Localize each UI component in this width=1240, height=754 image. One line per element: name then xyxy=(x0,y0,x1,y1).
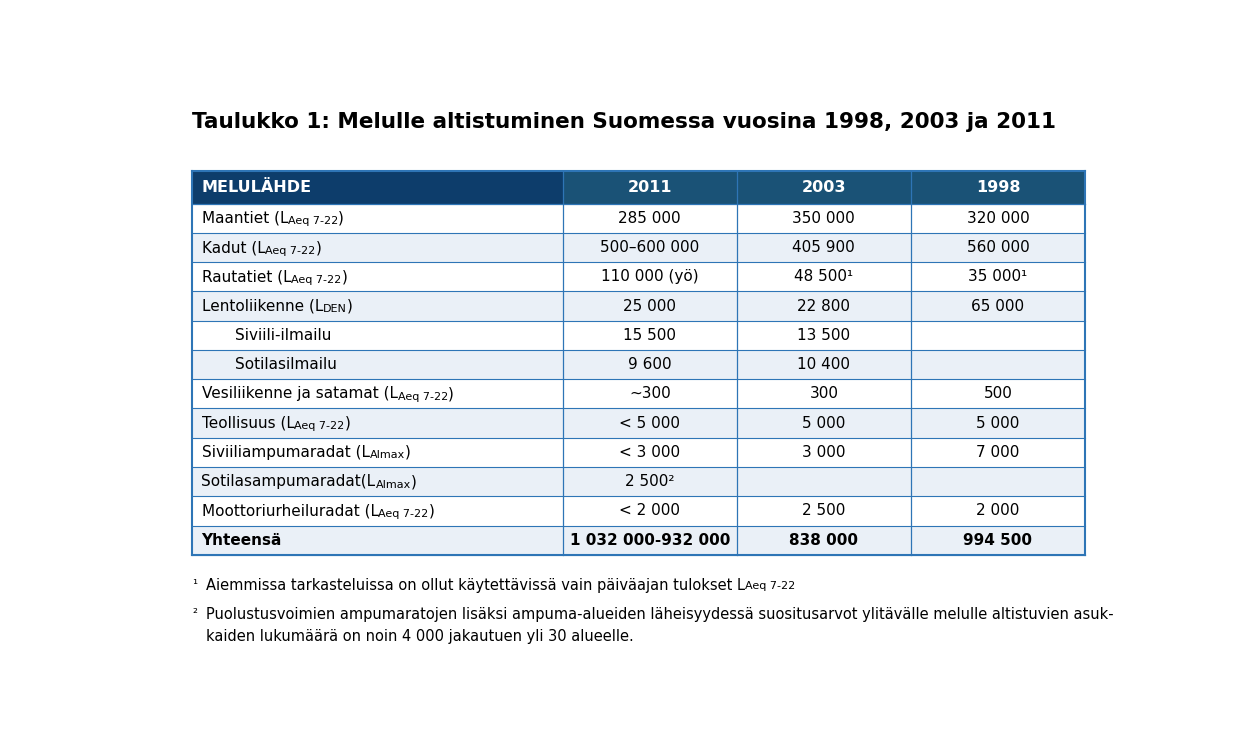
Text: Kadut (L: Kadut (L xyxy=(201,240,265,255)
Text: 2 500²: 2 500² xyxy=(625,474,675,489)
Text: Aeq 7-22: Aeq 7-22 xyxy=(291,275,341,285)
Text: 994 500: 994 500 xyxy=(963,532,1033,547)
Text: AImax: AImax xyxy=(376,480,410,489)
Bar xyxy=(737,171,911,204)
Text: ²: ² xyxy=(192,607,197,620)
Text: Aiemmissa tarkasteluissa on ollut käytettävissä vain päiväajan tulokset L: Aiemmissa tarkasteluissa on ollut käytet… xyxy=(206,578,745,593)
Text: 3 000: 3 000 xyxy=(802,445,846,460)
Text: Sotilasampumaradat(L: Sotilasampumaradat(L xyxy=(201,474,376,489)
Bar xyxy=(192,379,1085,409)
Text: ): ) xyxy=(410,474,417,489)
Text: 1 032 000-932 000: 1 032 000-932 000 xyxy=(569,532,730,547)
Text: 9 600: 9 600 xyxy=(627,357,672,372)
Bar xyxy=(192,409,1085,438)
Text: Rautatiet (L: Rautatiet (L xyxy=(201,269,291,284)
Bar xyxy=(192,350,1085,379)
Text: kaiden lukumäärä on noin 4 000 jakautuen yli 30 alueelle.: kaiden lukumäärä on noin 4 000 jakautuen… xyxy=(206,629,634,644)
Text: ¹: ¹ xyxy=(192,578,197,591)
Bar xyxy=(192,171,563,204)
Text: ): ) xyxy=(404,445,410,460)
Text: 320 000: 320 000 xyxy=(966,211,1029,225)
Text: Maantiet (L: Maantiet (L xyxy=(201,211,288,225)
Text: ): ) xyxy=(315,240,321,255)
Text: 22 800: 22 800 xyxy=(797,299,851,314)
Text: 285 000: 285 000 xyxy=(619,211,681,225)
Text: Aeq 7-22: Aeq 7-22 xyxy=(378,509,429,519)
Text: Siviili-ilmailu: Siviili-ilmailu xyxy=(234,328,331,343)
Text: 48 500¹: 48 500¹ xyxy=(795,269,853,284)
Text: 2003: 2003 xyxy=(801,180,846,195)
Text: Sotilasilmailu: Sotilasilmailu xyxy=(234,357,337,372)
Text: Puolustusvoimien ampumaratojen lisäksi ampuma-alueiden läheisyydessä suositusarv: Puolustusvoimien ampumaratojen lisäksi a… xyxy=(206,607,1114,622)
Bar xyxy=(192,292,1085,320)
Bar xyxy=(192,438,1085,467)
Text: ): ) xyxy=(341,269,347,284)
Text: < 3 000: < 3 000 xyxy=(619,445,681,460)
Text: 5 000: 5 000 xyxy=(802,415,846,431)
Text: Yhteensä: Yhteensä xyxy=(201,532,281,547)
Text: 500: 500 xyxy=(983,386,1012,401)
Text: Aeq 7-22: Aeq 7-22 xyxy=(398,392,448,402)
Bar xyxy=(192,320,1085,350)
Text: ): ) xyxy=(448,386,454,401)
Text: 35 000¹: 35 000¹ xyxy=(968,269,1028,284)
Text: 7 000: 7 000 xyxy=(976,445,1019,460)
Bar xyxy=(192,204,1085,233)
Bar xyxy=(192,526,1085,555)
Text: 1998: 1998 xyxy=(976,180,1021,195)
Text: Teollisuus (L: Teollisuus (L xyxy=(201,415,294,431)
Bar xyxy=(192,262,1085,292)
Text: 65 000: 65 000 xyxy=(971,299,1024,314)
Text: Aeq 7-22: Aeq 7-22 xyxy=(265,246,315,256)
Text: 2 500: 2 500 xyxy=(802,504,846,519)
Text: 25 000: 25 000 xyxy=(624,299,676,314)
Text: 838 000: 838 000 xyxy=(790,532,858,547)
Bar xyxy=(192,467,1085,496)
Text: DEN: DEN xyxy=(322,304,347,314)
Text: AImax: AImax xyxy=(370,450,404,461)
Text: ): ) xyxy=(345,415,351,431)
Text: < 5 000: < 5 000 xyxy=(619,415,681,431)
Text: 350 000: 350 000 xyxy=(792,211,856,225)
Bar xyxy=(563,171,737,204)
Text: 500–600 000: 500–600 000 xyxy=(600,240,699,255)
Text: 13 500: 13 500 xyxy=(797,328,851,343)
Text: ~300: ~300 xyxy=(629,386,671,401)
Text: Aeq 7-22: Aeq 7-22 xyxy=(288,216,339,226)
Text: < 2 000: < 2 000 xyxy=(619,504,681,519)
Text: 110 000 (yö): 110 000 (yö) xyxy=(601,269,698,284)
Text: ): ) xyxy=(347,299,352,314)
Text: 2011: 2011 xyxy=(627,180,672,195)
Text: 5 000: 5 000 xyxy=(976,415,1019,431)
Text: MELULÄHDE: MELULÄHDE xyxy=(201,180,311,195)
Text: 560 000: 560 000 xyxy=(966,240,1029,255)
Text: 10 400: 10 400 xyxy=(797,357,851,372)
Text: Vesiliikenne ja satamat (L: Vesiliikenne ja satamat (L xyxy=(201,386,398,401)
Text: Moottoriurheiluradat (L: Moottoriurheiluradat (L xyxy=(201,504,378,519)
Text: ): ) xyxy=(339,211,345,225)
Text: Lentoliikenne (L: Lentoliikenne (L xyxy=(201,299,322,314)
Text: Siviiliampumaradat (L: Siviiliampumaradat (L xyxy=(201,445,370,460)
Bar xyxy=(192,233,1085,262)
Text: Taulukko 1: Melulle altistuminen Suomessa vuosina 1998, 2003 ja 2011: Taulukko 1: Melulle altistuminen Suomess… xyxy=(192,112,1056,132)
Bar xyxy=(192,496,1085,526)
Bar xyxy=(911,171,1085,204)
Text: 15 500: 15 500 xyxy=(624,328,676,343)
Text: Aeq 7-22: Aeq 7-22 xyxy=(294,421,345,431)
Text: 300: 300 xyxy=(810,386,838,401)
Text: 2 000: 2 000 xyxy=(976,504,1019,519)
Text: 405 900: 405 900 xyxy=(792,240,856,255)
Text: ): ) xyxy=(429,504,435,519)
Text: Aeq 7-22: Aeq 7-22 xyxy=(745,581,795,591)
